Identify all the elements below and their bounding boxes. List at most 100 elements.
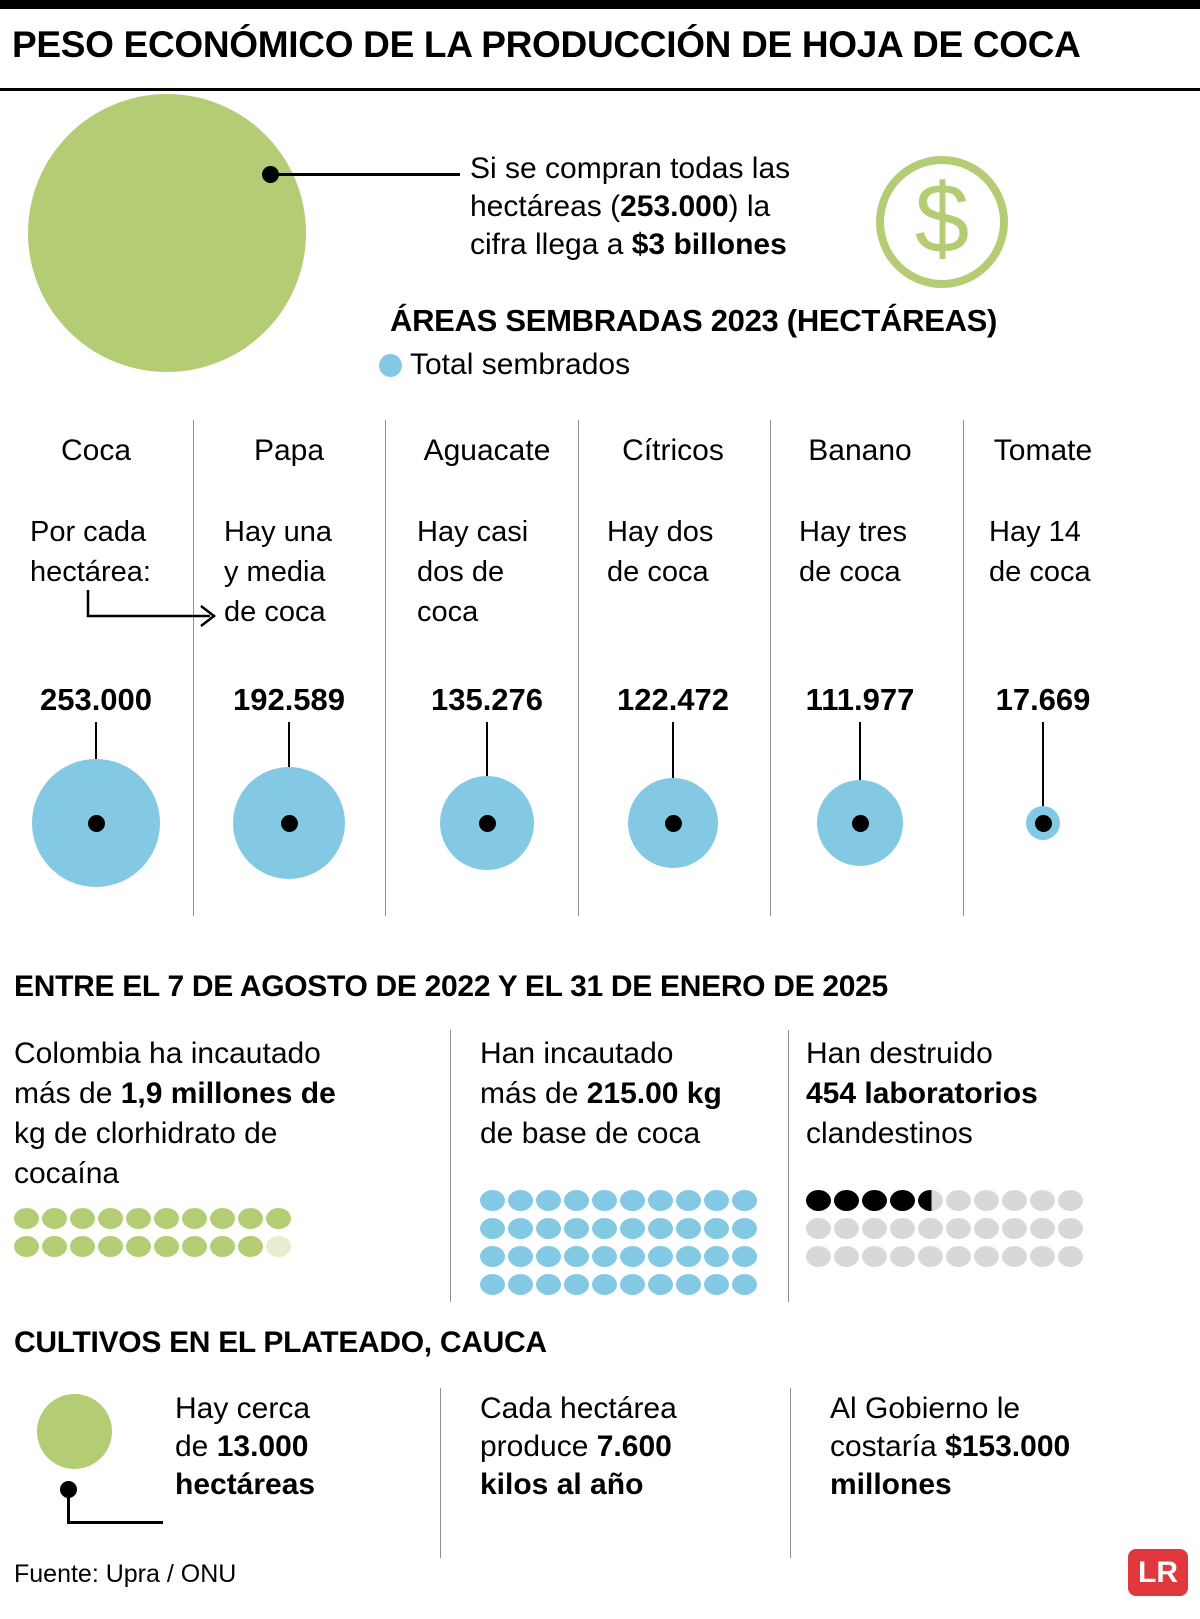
dot xyxy=(676,1273,701,1295)
dot xyxy=(536,1217,561,1239)
dot xyxy=(480,1245,505,1267)
dollar-glyph: $ xyxy=(914,163,970,273)
dot xyxy=(210,1207,235,1229)
column-divider xyxy=(440,1388,441,1558)
callout-leader-line xyxy=(272,173,460,176)
dot xyxy=(98,1207,123,1229)
text-run: Si se compran todas las xyxy=(470,152,791,185)
text-line: clandestinos xyxy=(806,1114,1038,1154)
dot xyxy=(592,1273,617,1295)
dot xyxy=(564,1273,589,1295)
dot xyxy=(1030,1189,1055,1211)
text-run: 253.000 xyxy=(620,190,729,223)
dot xyxy=(834,1245,859,1267)
dot xyxy=(536,1245,561,1267)
legend-dot-icon xyxy=(379,353,402,377)
plateado-anchor-dot-icon xyxy=(60,1481,77,1498)
dot xyxy=(648,1217,673,1239)
text-line: Al Gobierno le xyxy=(830,1390,1070,1428)
dot xyxy=(862,1245,887,1267)
text-run: Han destruido xyxy=(806,1037,993,1070)
dot xyxy=(974,1189,999,1211)
text-run: 13.000 xyxy=(216,1430,309,1463)
dot xyxy=(648,1189,673,1211)
dot xyxy=(890,1245,915,1267)
dot xyxy=(620,1245,645,1267)
text-run: 454 laboratorios xyxy=(806,1077,1038,1110)
callout-text: Si se compran todas las hectáreas (253.00… xyxy=(470,150,900,264)
crop-note: Hay casi dos de coca xyxy=(417,516,529,628)
dot xyxy=(14,1235,39,1257)
dot xyxy=(98,1235,123,1257)
cultivos-section-title: CULTIVOS EN EL PLATEADO, CAUCA xyxy=(14,1326,547,1359)
crop-note: Hay 14 de coca xyxy=(989,516,1091,588)
crop-bubble-dot xyxy=(1035,815,1052,832)
dot xyxy=(1058,1189,1083,1211)
dot xyxy=(1002,1245,1027,1267)
dot xyxy=(946,1189,971,1211)
text-run: Colombia ha incautado xyxy=(14,1037,321,1070)
crop-stem xyxy=(859,722,861,823)
government-cost-text: Al Gobierno le costaría $153.000 millones xyxy=(830,1390,1070,1504)
dot xyxy=(564,1189,589,1211)
dot xyxy=(1002,1189,1027,1211)
dot xyxy=(648,1273,673,1295)
dot xyxy=(154,1207,179,1229)
column-divider xyxy=(450,1030,451,1302)
text-run: $153.000 xyxy=(945,1430,1071,1463)
dot xyxy=(834,1189,859,1211)
dot xyxy=(974,1245,999,1267)
text-run: 1,9 millones de xyxy=(120,1077,336,1110)
column-divider xyxy=(385,420,386,916)
lr-logo: LR xyxy=(1128,1549,1188,1596)
dot xyxy=(890,1189,915,1211)
dot xyxy=(732,1217,757,1239)
crop-value: 135.276 xyxy=(430,682,544,717)
dot xyxy=(946,1245,971,1267)
dot xyxy=(480,1217,505,1239)
crop-name: Cítricos xyxy=(622,434,724,467)
crop-stem xyxy=(486,722,488,823)
text-line: cocaína xyxy=(14,1154,336,1194)
text-run: Hay cerca xyxy=(175,1392,311,1425)
plateado-area-circle xyxy=(37,1394,112,1469)
text-run: de xyxy=(175,1430,217,1463)
crop-value: 253.000 xyxy=(39,682,153,717)
lr-logo-text: LR xyxy=(1138,1555,1178,1589)
text-line: Colombia ha incautado xyxy=(14,1034,336,1074)
dot xyxy=(732,1245,757,1267)
dot xyxy=(1002,1217,1027,1239)
dot xyxy=(1058,1217,1083,1239)
dot xyxy=(126,1235,151,1257)
crop-note: Hay una y media de coca xyxy=(224,516,333,628)
text-line: hectáreas (253.000) la xyxy=(470,188,900,226)
text-line: kg de clorhidrato de xyxy=(14,1114,336,1154)
column-divider xyxy=(963,420,964,916)
dot xyxy=(564,1217,589,1239)
text-line: Cada hectárea xyxy=(480,1390,677,1428)
dot xyxy=(210,1235,235,1257)
column-divider xyxy=(790,1388,791,1558)
text-line: costaría $153.000 xyxy=(830,1428,1070,1466)
dot xyxy=(806,1189,831,1211)
text-run: hectáreas xyxy=(175,1468,316,1501)
dot xyxy=(1030,1245,1055,1267)
text-line: millones xyxy=(830,1466,1070,1504)
text-run: cocaína xyxy=(14,1157,120,1190)
dot xyxy=(890,1217,915,1239)
dot xyxy=(266,1235,291,1257)
text-run: cifra llega a xyxy=(470,228,632,261)
dot xyxy=(126,1207,151,1229)
source-credit: Fuente: Upra / ONU xyxy=(14,1560,237,1588)
crop-note: Hay dos de coca xyxy=(607,516,714,588)
dot xyxy=(42,1207,67,1229)
text-run: más de xyxy=(14,1077,121,1110)
coca-base-dot-grid xyxy=(480,1186,760,1298)
text-run: Han incautado xyxy=(480,1037,674,1070)
crop-name: Tomate xyxy=(993,434,1093,467)
crop-stem xyxy=(672,722,674,823)
text-line: produce 7.600 xyxy=(480,1428,677,1466)
page-title: PESO ECONÓMICO DE LA PRODUCCIÓN DE HOJA … xyxy=(12,24,1081,65)
